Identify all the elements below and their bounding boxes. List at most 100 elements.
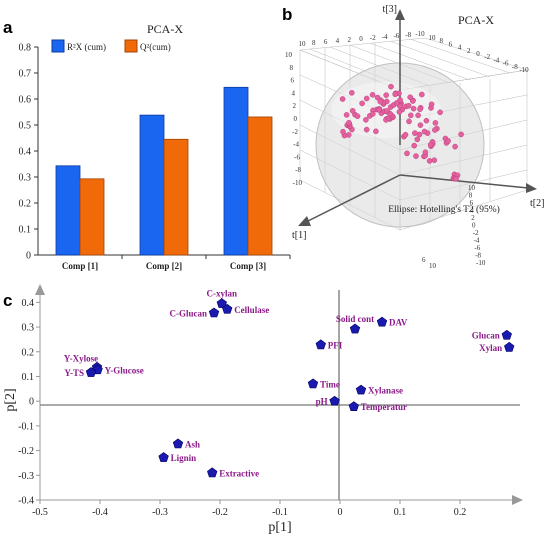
sample-point-3d (412, 130, 418, 136)
loading-label-c-glucan: C-Glucan (169, 308, 207, 318)
loading-label-c-xylan: C-xylan (207, 289, 238, 299)
sample-point-3d (396, 109, 403, 115)
tick-3d-top: -8 (405, 31, 411, 39)
ellipse-label: Ellipse: Hotelling's T2 (95%) (388, 204, 500, 215)
sample-point-3d (374, 94, 381, 101)
panel-label-b: b (282, 5, 292, 24)
chart-b-title: PCA-X (458, 13, 494, 27)
t1-axis-arrow (298, 216, 311, 226)
y-tick-label-c: 0.1 (22, 372, 35, 383)
bar-r2x-3 (223, 86, 249, 256)
tick-3d-right: 10 (429, 34, 437, 42)
loading-point-time (307, 378, 319, 389)
legend-swatch-q2 (124, 39, 138, 53)
tick-3d-front: 10 (468, 184, 476, 192)
chart-a-title: PCA-X (147, 22, 183, 36)
category-label: Comp [2] (146, 261, 182, 271)
sample-point-3d (417, 106, 423, 112)
bar-q2-2 (163, 138, 189, 256)
loading-label-ash: Ash (185, 439, 200, 449)
sample-point-3d (432, 120, 439, 126)
y-tick-label-c: -0.1 (18, 421, 34, 432)
sample-point-3d (354, 113, 361, 119)
y-tick-label-a: 0.2 (19, 199, 32, 210)
sample-point-3d (413, 153, 419, 159)
tick-3d-right: -2 (484, 53, 490, 61)
sample-point-3d (343, 112, 350, 118)
sample-point-3d (432, 127, 438, 133)
loading-point-ph (329, 395, 340, 406)
loading-point-temperatur (348, 401, 359, 412)
bar-q2-1 (79, 178, 105, 256)
sample-point-3d (406, 118, 412, 125)
sample-point-3d (359, 100, 365, 107)
panel-label-c: c (3, 291, 12, 310)
tick-3d-top: -2 (370, 34, 376, 42)
legend-label-q2: Q²(cum) (140, 42, 171, 52)
x-tick-label-c: -0.1 (272, 507, 288, 518)
t1-axis (305, 174, 401, 223)
sample-point-3d (393, 100, 400, 106)
x-tick-label-c: -0.3 (152, 507, 168, 518)
t2-axis-arrow (526, 183, 537, 193)
y-axis-c-arrow (35, 284, 45, 295)
tick-3d-top: 2 (347, 36, 351, 44)
sample-point-3d (383, 92, 390, 98)
sample-point-3d (437, 109, 443, 116)
y-tick-label-c: 0.2 (22, 347, 35, 358)
sample-point-3d (339, 96, 346, 102)
sample-point-3d (349, 108, 356, 114)
x-tick-label-c: -0.2 (212, 507, 228, 518)
y-tick-label-a: 0.7 (19, 69, 32, 80)
sample-point-3d (407, 94, 414, 100)
y-axis-title-c: p[2] (3, 388, 18, 411)
loading-point-cellulase (222, 303, 233, 314)
tick-3d-left: 4 (292, 89, 296, 97)
bar-q2-3 (247, 116, 273, 256)
sample-point-3d (453, 175, 459, 182)
x-tick-label-c: 0 (338, 507, 343, 518)
tick-3d-front: -2 (473, 229, 479, 237)
loading-label-extractive: Extractive (219, 468, 259, 478)
t1-label: t[1] (292, 230, 306, 241)
sample-point-3d (363, 126, 370, 133)
tick-3d-front: -8 (475, 252, 481, 260)
tick-3d-left: -10 (293, 179, 303, 187)
sample-point-3d (348, 90, 355, 96)
sample-point-3d (418, 91, 425, 98)
sample-point-3d (445, 138, 451, 144)
category-label: Comp [3] (230, 261, 266, 271)
y-tick-label-a: 0.5 (19, 121, 32, 132)
category-label: Comp [1] (62, 261, 98, 271)
tick-3d-top: -10 (415, 30, 425, 38)
sample-point-3d (423, 117, 430, 124)
tick-3d-right: -4 (493, 56, 499, 64)
t3-axis-arrow (395, 9, 405, 20)
loading-label-pfi: PFI (328, 340, 343, 350)
sample-point-3d (369, 92, 376, 98)
y-tick-label-a: 0.3 (19, 173, 32, 184)
x-tick-label-c: -0.5 (32, 507, 48, 518)
x-tick-label-c: 0.1 (394, 507, 407, 518)
loading-label-time: Time (320, 379, 340, 389)
sample-point-3d (409, 98, 416, 104)
panel-label-a: a (3, 18, 13, 37)
y-tick-label-c: 0.4 (22, 298, 35, 309)
bar-r2x-1 (55, 165, 81, 256)
sample-point-3d (376, 107, 382, 113)
loading-plot: p[1] p[2] -0.5 -0.4 -0.3 -0.2 -0.1 0 0.1 0.2-0.… (3, 284, 523, 535)
tick-3d-left: 0 (294, 115, 298, 123)
tick-3d-top: -4 (382, 33, 388, 41)
legend-label-r2x: R²X (cum) (67, 42, 106, 52)
x-tick-label-c: -0.4 (92, 507, 108, 518)
tick-3d-left: 8 (290, 64, 294, 72)
loading-label-xylan: Xylan (479, 343, 502, 353)
y-tick-label-a: 0.1 (19, 225, 32, 236)
tick-3d-left: 6 (291, 77, 295, 85)
t2-axis (399, 174, 529, 189)
y-tick-label-a: 0.6 (19, 95, 32, 106)
sample-point-3d (405, 103, 412, 109)
y-tick-label-c: -0.4 (18, 496, 34, 507)
loading-point-solid-cont (349, 323, 361, 334)
